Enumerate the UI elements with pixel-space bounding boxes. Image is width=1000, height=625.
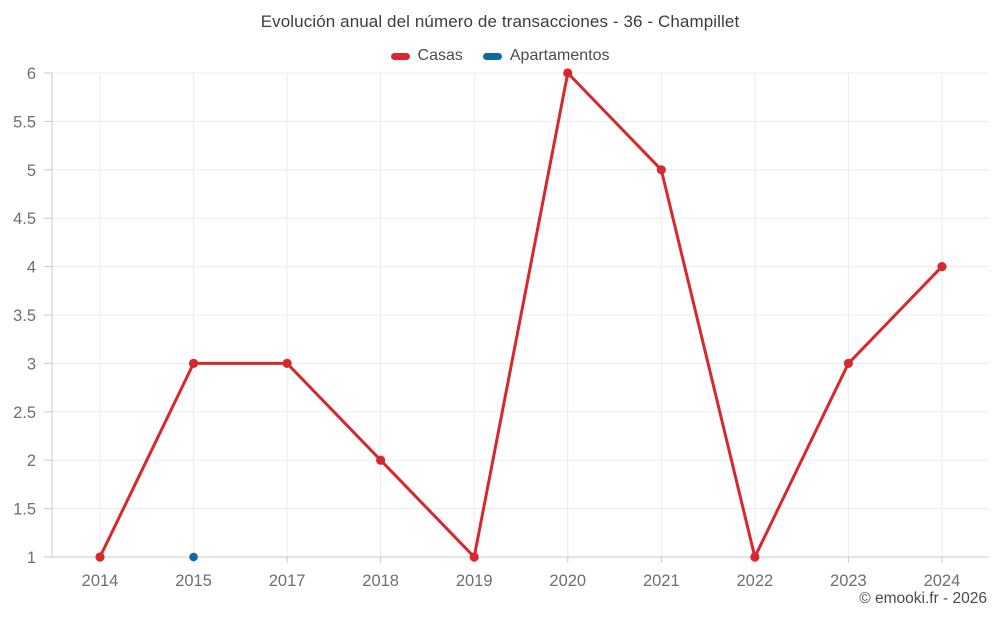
data-point-apartamentos[interactable] bbox=[189, 552, 198, 562]
data-point-casas[interactable] bbox=[750, 552, 760, 562]
copyright-attribution: © emooki.fr - 2026 bbox=[859, 590, 987, 607]
x-axis-tick-label: 2014 bbox=[82, 572, 119, 590]
legend-swatch-casas-icon bbox=[390, 52, 410, 60]
data-point-casas[interactable] bbox=[376, 455, 386, 465]
y-axis-tick-label: 3.5 bbox=[13, 307, 36, 325]
x-axis-tick-label: 2020 bbox=[549, 572, 586, 590]
data-point-casas[interactable] bbox=[188, 358, 199, 368]
data-point-casas[interactable] bbox=[843, 358, 854, 368]
data-point-casas[interactable] bbox=[95, 552, 105, 562]
data-point-casas[interactable] bbox=[469, 552, 479, 562]
y-axis-tick-label: 5 bbox=[27, 162, 36, 180]
legend-label-apartamentos: Apartamentos bbox=[509, 47, 610, 64]
chart-title: Evolución anual del número de transaccio… bbox=[260, 12, 740, 31]
y-axis-tick-label: 2.5 bbox=[13, 404, 36, 422]
y-axis-tick-label: 1 bbox=[27, 549, 36, 567]
series-line-casas bbox=[98, 71, 944, 559]
x-axis-tick-label: 2015 bbox=[175, 572, 212, 590]
x-axis-tick-label: 2017 bbox=[269, 572, 306, 590]
data-point-casas[interactable] bbox=[282, 358, 292, 368]
x-axis-tick-label: 2023 bbox=[830, 572, 867, 590]
legend-swatch-apartamentos-icon bbox=[482, 52, 502, 60]
chart-legend: Casas Apartamentos bbox=[0, 47, 1000, 65]
x-axis-tick-label: 2021 bbox=[643, 572, 680, 590]
x-axis-tick-label: 2019 bbox=[456, 572, 493, 590]
y-axis-tick-label: 5.5 bbox=[13, 113, 36, 131]
data-point-casas[interactable] bbox=[563, 68, 573, 78]
data-point-casas[interactable] bbox=[937, 262, 947, 272]
legend-label-casas: Casas bbox=[417, 47, 463, 64]
x-axis-tick-label: 2022 bbox=[736, 572, 773, 590]
y-axis-tick-label: 4 bbox=[27, 259, 36, 277]
y-axis-tick-label: 1.5 bbox=[13, 501, 36, 519]
axis-labels: 1 1.5 2 2.5 3 3.5 4 4.5 5 5.5 6 2014 2015 2017 2018 201… bbox=[13, 65, 960, 590]
y-axis-tick-label: 4.5 bbox=[13, 210, 36, 228]
y-axis-tick-label: 6 bbox=[27, 65, 36, 83]
legend-item-casas[interactable]: Casas bbox=[390, 47, 463, 65]
legend-item-apartamentos[interactable]: Apartamentos bbox=[482, 47, 610, 65]
y-axis-tick-label: 2 bbox=[27, 452, 36, 470]
series bbox=[95, 68, 947, 562]
axes bbox=[44, 72, 989, 563]
data-point-casas[interactable] bbox=[656, 165, 666, 175]
x-axis-tick-label: 2018 bbox=[362, 572, 399, 590]
y-axis-tick-label: 3 bbox=[27, 355, 36, 373]
x-axis-tick-label: 2024 bbox=[924, 572, 961, 590]
